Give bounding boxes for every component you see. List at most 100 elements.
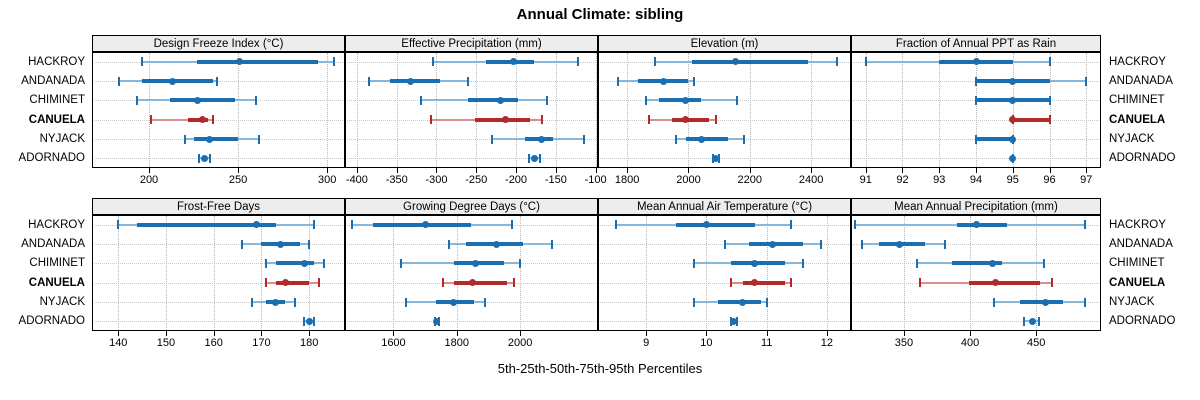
site-label-left-andanada: ANDANADA bbox=[21, 75, 85, 87]
hgridline bbox=[94, 263, 343, 265]
whisker-cap-5th-andanada bbox=[617, 76, 620, 86]
vgridline bbox=[865, 53, 867, 167]
whisker-cap-95th-nyjack bbox=[743, 134, 746, 144]
axis-tick-label: 2000 bbox=[676, 174, 701, 186]
axis-tick-label: -350 bbox=[385, 174, 408, 186]
whisker-cap-5th-adornado bbox=[527, 153, 530, 163]
vgridline bbox=[149, 53, 150, 167]
vgridline bbox=[1012, 53, 1014, 167]
hgridline bbox=[347, 321, 596, 323]
whisker-cap-95th-adornado bbox=[312, 316, 315, 326]
strip-mean-annual-air-temperature-c: Mean Annual Air Temperature (°C) bbox=[598, 198, 851, 215]
median-dot-andanada bbox=[277, 240, 285, 248]
whisker-cap-5th-hackroy bbox=[117, 220, 120, 230]
axis-tick-label: 91 bbox=[859, 174, 872, 186]
site-label-right-nyjack: NYJACK bbox=[1109, 296, 1155, 308]
site-label-right-adornado: ADORNADO bbox=[1109, 315, 1176, 328]
box-25-75-canuela bbox=[742, 280, 785, 285]
vgridline bbox=[165, 216, 167, 330]
axis-tick bbox=[902, 168, 904, 173]
strip-elevation-m: Elevation (m) bbox=[598, 35, 851, 52]
vgridline bbox=[118, 216, 120, 330]
panel-growing-degree-days-c bbox=[345, 215, 598, 331]
whisker-cap-95th-andanada bbox=[819, 239, 822, 249]
hgridline bbox=[347, 158, 596, 160]
median-dot-hackroy bbox=[972, 58, 980, 66]
axis-tick-label: 350 bbox=[894, 337, 914, 349]
median-dot-nyjack bbox=[739, 298, 747, 306]
axis-tick bbox=[238, 168, 240, 173]
axis-tick-label: 400 bbox=[960, 337, 980, 349]
whisker-cap-95th-nyjack bbox=[1084, 297, 1087, 307]
median-dot-canuela bbox=[991, 279, 999, 287]
hgridline bbox=[853, 244, 1099, 245]
axis-tick bbox=[309, 331, 311, 336]
whisker-cap-95th-canuela bbox=[212, 115, 215, 125]
median-dot-canuela bbox=[1009, 116, 1017, 124]
median-dot-hackroy bbox=[732, 58, 740, 66]
whisker-cap-5th-chiminet bbox=[135, 95, 138, 105]
whisker-cap-95th-hackroy bbox=[835, 57, 838, 67]
median-dot-nyjack bbox=[538, 135, 545, 143]
whisker-cap-5th-hackroy bbox=[432, 57, 435, 67]
whisker-cap-95th-adornado bbox=[538, 153, 541, 163]
box-25-75-hackroy bbox=[137, 222, 276, 227]
median-dot-canuela bbox=[198, 116, 206, 124]
whisker-cap-5th-canuela bbox=[429, 115, 432, 125]
axis-tick bbox=[393, 331, 395, 336]
axis-tick-label: 12 bbox=[820, 337, 834, 349]
axis-tick bbox=[118, 331, 120, 336]
box-25-75-canuela bbox=[453, 280, 508, 285]
median-dot-adornado bbox=[1009, 154, 1017, 162]
whisker-cap-95th-chiminet bbox=[322, 258, 325, 268]
whisker-cap-95th-hackroy bbox=[1084, 220, 1087, 230]
panel-design-freeze-index-c bbox=[92, 52, 345, 168]
axis-tick-label: 96 bbox=[1043, 174, 1056, 186]
median-dot-adornado bbox=[1028, 317, 1036, 325]
hgridline bbox=[347, 81, 596, 82]
vgridline bbox=[706, 216, 708, 330]
whisker-cap-95th-chiminet bbox=[735, 95, 738, 105]
median-dot-adornado bbox=[305, 317, 313, 325]
percentiles-caption: 5th-25th-50th-75th-95th Percentiles bbox=[497, 361, 703, 376]
box-25-75-chiminet bbox=[170, 98, 235, 103]
site-label-left-nyjack: NYJACK bbox=[39, 296, 85, 308]
vgridline bbox=[1049, 53, 1051, 167]
axis-tick bbox=[706, 331, 708, 336]
axis-tick bbox=[476, 168, 478, 173]
axis-tick-label: 140 bbox=[109, 337, 128, 349]
median-dot-hackroy bbox=[510, 58, 518, 66]
panel-frost-free-days bbox=[92, 215, 345, 331]
panel-elevation-m bbox=[598, 52, 851, 168]
axis-tick bbox=[766, 331, 768, 336]
axis-tick-label: 93 bbox=[933, 174, 946, 186]
box-25-75-nyjack bbox=[685, 137, 729, 141]
whisker-cap-95th-nyjack bbox=[293, 297, 296, 307]
whisker-cap-95th-chiminet bbox=[1048, 95, 1051, 105]
vgridline bbox=[261, 216, 263, 330]
median-dot-nyjack bbox=[450, 298, 458, 306]
axis-tick-label: 180 bbox=[300, 337, 319, 349]
whisker-cap-95th-hackroy bbox=[1048, 57, 1051, 67]
median-dot-hackroy bbox=[253, 221, 261, 229]
axis-tick bbox=[456, 331, 458, 336]
median-dot-chiminet bbox=[681, 96, 689, 104]
vgridline bbox=[309, 216, 311, 330]
strip-design-freeze-index-c: Design Freeze Index (°C) bbox=[92, 35, 345, 52]
axis-tick bbox=[976, 168, 977, 173]
whisker-cap-5th-adornado bbox=[303, 316, 306, 326]
whisker-cap-5th-hackroy bbox=[615, 220, 618, 230]
axis-tick bbox=[516, 168, 518, 173]
median-dot-adornado bbox=[530, 154, 538, 162]
median-dot-chiminet bbox=[472, 259, 480, 267]
median-dot-adornado bbox=[712, 154, 720, 162]
axis-tick bbox=[903, 331, 905, 336]
vgridline bbox=[903, 216, 905, 330]
axis-tick-label: 1800 bbox=[614, 174, 640, 186]
axis-tick-label: 92 bbox=[896, 174, 909, 186]
median-dot-canuela bbox=[682, 116, 690, 124]
vgridline bbox=[1086, 53, 1088, 167]
axis-tick-label: -400 bbox=[345, 174, 368, 186]
whisker-cap-5th-andanada bbox=[117, 76, 120, 86]
vgridline bbox=[213, 216, 215, 330]
